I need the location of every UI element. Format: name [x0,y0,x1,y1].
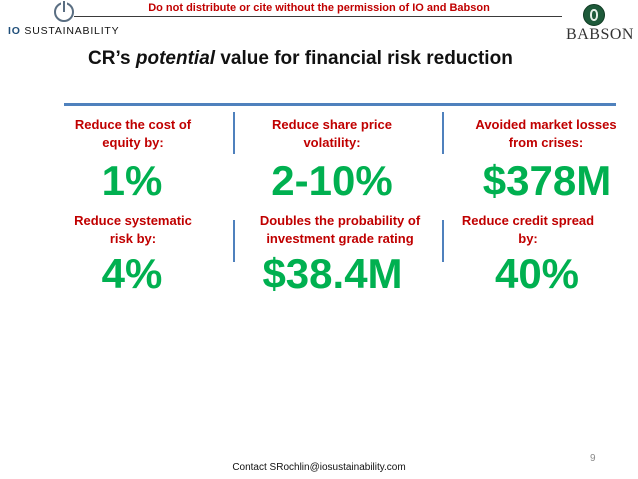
metric-value-share-price-volatility: 2-10% [271,157,393,204]
metric-value-cost-of-equity: 1% [101,157,163,204]
title-emphasis: potential [135,48,216,69]
blue-rule [64,103,616,106]
io-wordmark-prefix: IO [8,25,21,37]
column-divider [233,112,235,154]
io-wordmark: IO SUSTAINABILITY [8,25,119,37]
column-divider [442,112,444,154]
metric-value-avoided-market-losses: $378M [482,157,612,204]
column-divider [233,220,235,262]
metric-value-systematic-risk: 4% [101,250,163,297]
metric-value-investment-grade-probability: $38.4M [262,250,403,297]
metric-label-avoided-market-losses: Avoided market losses from crises: [475,117,617,150]
io-sustainability-logo: IO SUSTAINABILITY [6,0,126,42]
metric-label-share-price-volatility: Reduce share price volatility: [272,117,392,150]
slide-title: CR’s potential value for financial risk … [88,48,513,70]
title-pre: CR’s [88,48,136,69]
column-divider [442,220,444,262]
metric-label-investment-grade-probability: Doubles the probability of investment gr… [259,213,421,246]
footer-contact: Contact SRochlin@iosustainability.com [232,462,406,473]
page-number: 9 [590,453,596,464]
metric-label-systematic-risk: Reduce systematic risk by: [74,213,192,246]
metric-value-credit-spread: 40% [494,250,580,297]
metric-label-cost-of-equity: Reduce the cost of equity by: [74,117,192,150]
babson-wordmark: BABSON [566,26,634,43]
title-post: value for financial risk reduction [215,48,513,69]
distribution-notice: Do not distribute or cite without the pe… [148,2,490,14]
io-wordmark-suffix: SUSTAINABILITY [24,25,120,37]
babson-logo: BABSON [563,4,635,44]
metric-label-credit-spread: Reduce credit spread by: [461,213,595,246]
header-rule [74,16,562,17]
babson-seal-icon [583,4,605,26]
